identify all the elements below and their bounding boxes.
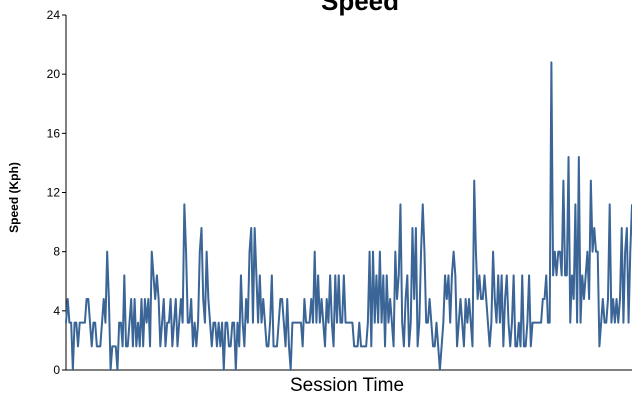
y-axis-label: Speed (Kph) (7, 162, 21, 233)
y-tick-label-1: 4 (53, 304, 60, 318)
series-group (65, 61, 632, 371)
y-tick-label-6: 24 (47, 8, 61, 22)
series-line-0 (65, 61, 632, 371)
y-tick-label-2: 8 (53, 245, 60, 259)
y-tick-label-4: 16 (47, 126, 61, 140)
chart-title: Speed (321, 0, 399, 16)
y-axis-ticks: 0 4 8 12 16 20 24 (47, 8, 66, 377)
y-tick-label-0: 0 (53, 363, 60, 377)
x-axis-label: Session Time (290, 375, 404, 395)
y-tick-label-3: 12 (47, 186, 61, 200)
y-tick-label-5: 20 (47, 67, 61, 81)
